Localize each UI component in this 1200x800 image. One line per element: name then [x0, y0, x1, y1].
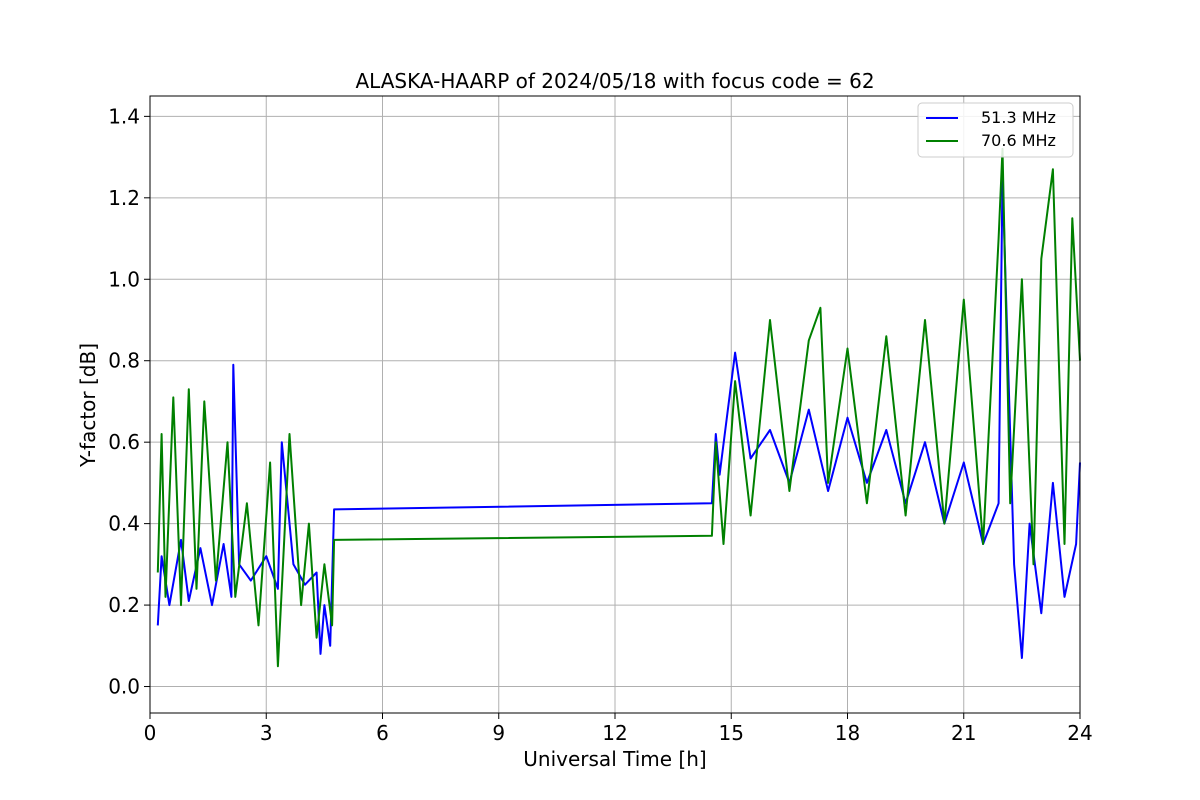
legend-label-70-6: 70.6 MHz	[981, 131, 1056, 150]
x-tick-label: 6	[376, 721, 389, 745]
y-tick-label: 0.4	[108, 512, 140, 536]
plot-series	[156, 147, 1081, 668]
series-line-1	[156, 147, 1081, 668]
y-tick-label: 0.6	[108, 430, 140, 454]
x-tick-label: 24	[1067, 721, 1092, 745]
y-tick-label: 1.4	[108, 104, 140, 128]
x-tick-label: 15	[719, 721, 744, 745]
legend-box	[917, 102, 1074, 158]
chart-title: ALASKA-HAARP of 2024/05/18 with focus co…	[355, 69, 874, 93]
legend-label-51-3: 51.3 MHz	[981, 108, 1056, 127]
x-tick-label: 0	[144, 721, 157, 745]
y-tick-label: 0.0	[108, 675, 140, 699]
x-axis-label: Universal Time [h]	[523, 747, 706, 771]
y-tick-label: 0.8	[108, 349, 140, 373]
x-axis-ticks: 0 3 6 9 12 15 18 21 24	[144, 713, 1093, 745]
x-tick-label: 12	[602, 721, 627, 745]
y-tick-label: 1.0	[108, 267, 140, 291]
x-tick-label: 9	[492, 721, 505, 745]
y-tick-label: 0.2	[108, 593, 140, 617]
y-axis-label: Y-factor [dB]	[76, 343, 100, 468]
y-axis-ticks: 0.0 0.2 0.4 0.6 0.8 1.0 1.2 1.4	[108, 104, 150, 699]
legend: 51.3 MHz 70.6 MHz	[917, 102, 1074, 158]
x-tick-label: 21	[951, 721, 976, 745]
x-tick-label: 18	[835, 721, 860, 745]
y-tick-label: 1.2	[108, 186, 140, 210]
x-tick-label: 3	[260, 721, 273, 745]
